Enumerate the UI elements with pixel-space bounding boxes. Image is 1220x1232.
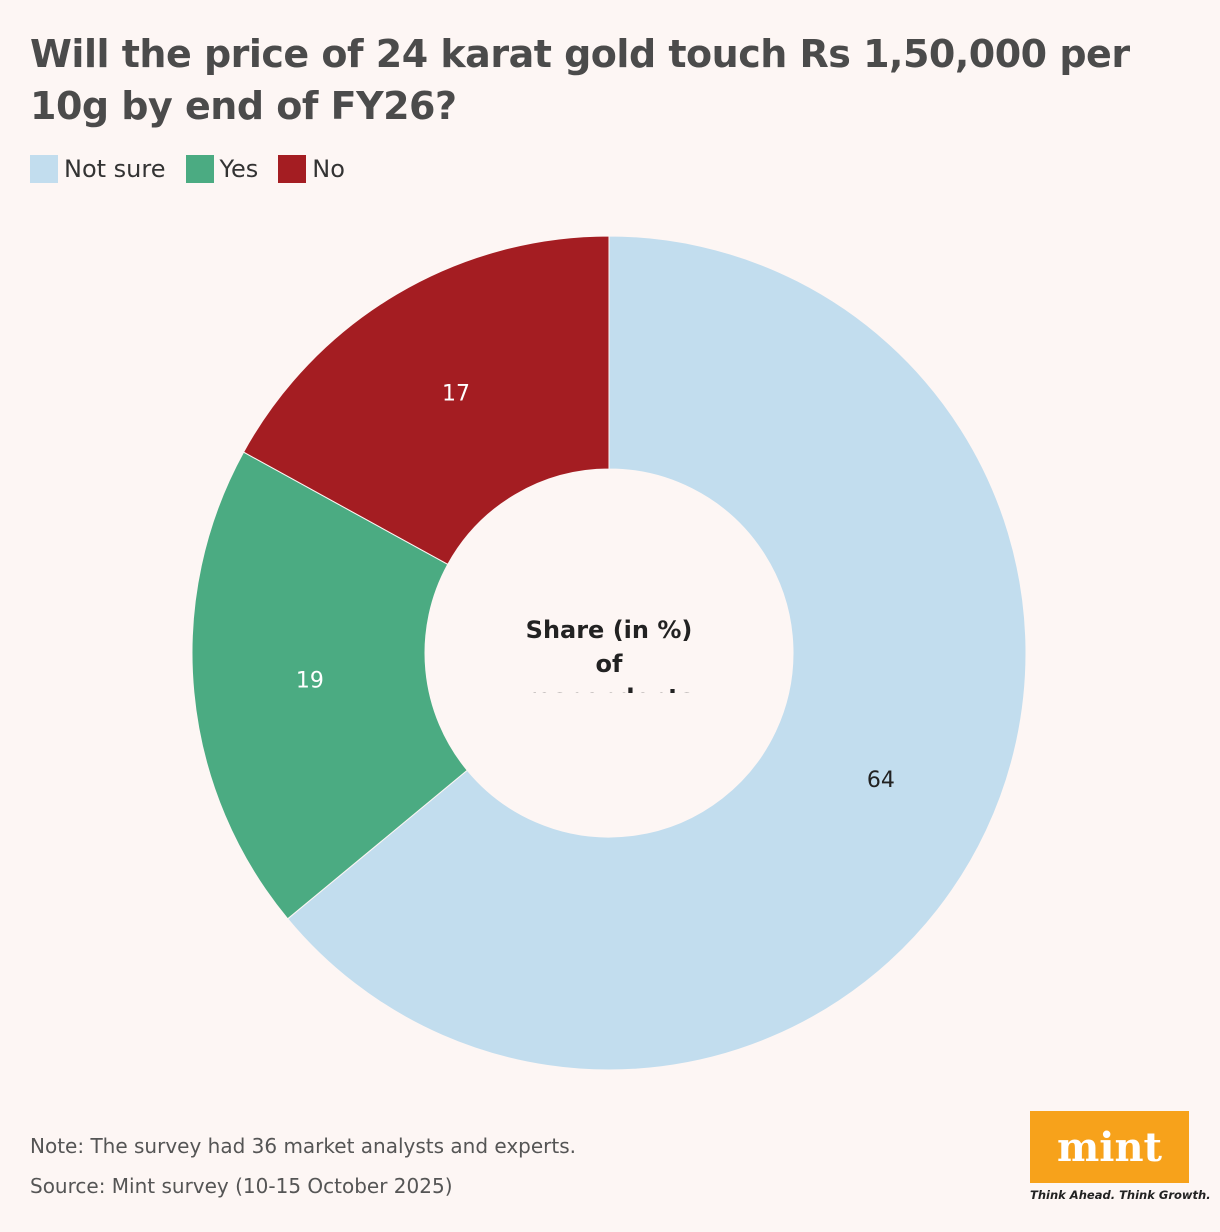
legend-swatch <box>30 155 58 183</box>
legend-label: No <box>312 155 345 183</box>
legend-item: Not sure <box>30 155 166 183</box>
center-label: Share (in %) of respondents <box>524 616 693 693</box>
legend: Not sure Yes No <box>30 155 345 183</box>
chart-title: Will the price of 24 karat gold touch Rs… <box>30 32 1130 128</box>
value-label: 17 <box>442 381 470 406</box>
note: Note: The survey had 36 market analysts … <box>30 1134 577 1158</box>
value-label: 19 <box>296 668 324 693</box>
donut-segment <box>242 235 610 566</box>
source: Source: Mint survey (10-15 October 2025) <box>30 1174 453 1198</box>
logo: mint <box>1030 1111 1189 1183</box>
legend-label: Not sure <box>64 155 166 183</box>
legend-item: No <box>278 155 345 183</box>
legend-label: Yes <box>219 155 259 183</box>
donut-segment <box>191 451 468 920</box>
legend-swatch <box>278 155 307 183</box>
tagline: Think Ahead. Think Growth. <box>1030 1188 1211 1202</box>
donut-segment <box>286 235 1027 1071</box>
value-label: 64 <box>867 768 895 793</box>
legend-swatch <box>185 155 214 183</box>
center-label-box: Share (in %) of respondents <box>524 616 693 693</box>
legend-item: Yes <box>185 155 259 183</box>
